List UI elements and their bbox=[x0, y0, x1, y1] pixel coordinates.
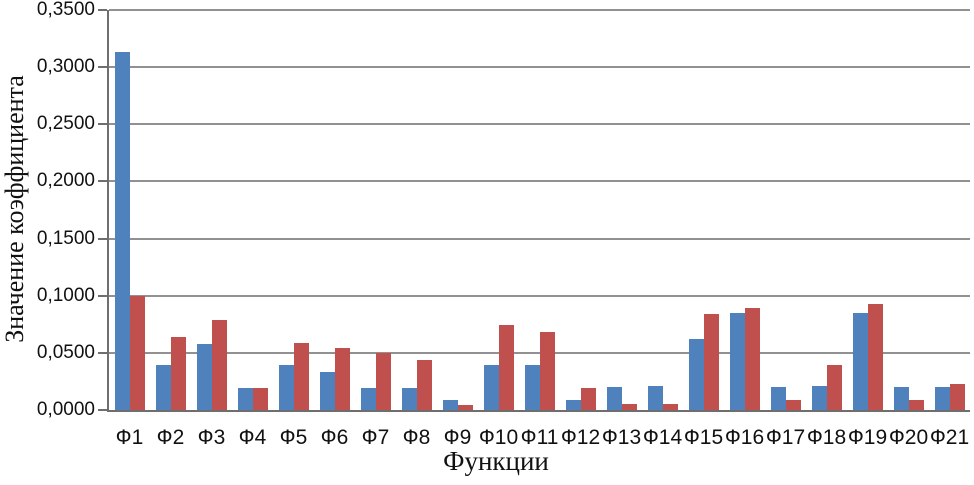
y-tick-label: 0,2500 bbox=[36, 113, 95, 135]
bar-Ф20-s1 bbox=[893, 387, 909, 410]
y-tick-label: 0,3000 bbox=[36, 56, 95, 78]
bar-Ф2-s2 bbox=[170, 336, 186, 410]
plot-area: 0,0000 0,0500 0,1000 0,1500 0,2000 0,2500 0,30… bbox=[37, 0, 970, 449]
bar-Ф8-s1 bbox=[401, 388, 417, 410]
bar-Ф9-s2 bbox=[457, 405, 473, 410]
bar-Ф7-s1 bbox=[360, 388, 376, 410]
bar-Ф19-s2 bbox=[867, 303, 883, 410]
bar-Ф14-s1 bbox=[647, 386, 663, 410]
bar-Ф6-s2 bbox=[334, 348, 350, 410]
bar-Ф13-s2 bbox=[621, 404, 637, 410]
y-tick-mark bbox=[98, 66, 107, 69]
x-tick-label: Ф3 bbox=[197, 426, 226, 449]
bar-Ф2-s1 bbox=[155, 365, 171, 410]
x-tick-label: Ф20 bbox=[888, 426, 929, 449]
x-tick-label: Ф19 bbox=[847, 426, 888, 449]
bar-Ф18-s1 bbox=[811, 386, 827, 410]
y-tick-mark bbox=[98, 294, 107, 297]
bar-Ф19-s1 bbox=[852, 312, 868, 410]
gridline bbox=[109, 237, 970, 240]
gridline bbox=[109, 66, 970, 69]
bar-Ф13-s1 bbox=[606, 387, 622, 410]
y-tick-label: 0,3500 bbox=[36, 0, 95, 20]
bar-Ф10-s2 bbox=[498, 325, 514, 410]
gridline bbox=[109, 9, 970, 11]
bar-Ф8-s2 bbox=[416, 359, 432, 410]
bar-Ф17-s1 bbox=[770, 387, 786, 410]
bar-Ф3-s1 bbox=[196, 343, 212, 410]
bar-Ф1-s2 bbox=[129, 295, 145, 410]
y-tick-mark bbox=[98, 9, 107, 11]
y-tick-mark bbox=[98, 123, 107, 126]
bar-Ф16-s2 bbox=[744, 308, 760, 410]
bar-Ф5-s1 bbox=[278, 365, 294, 410]
gridline bbox=[109, 180, 970, 183]
y-tick-mark bbox=[98, 180, 107, 183]
x-tick-label: Ф12 bbox=[560, 426, 601, 449]
x-tick-label: Ф14 bbox=[642, 426, 683, 449]
bar-Ф21-s1 bbox=[934, 387, 950, 410]
x-tick-label: Ф15 bbox=[683, 426, 724, 449]
bar-Ф3-s2 bbox=[211, 319, 227, 410]
x-tick-label: Ф1 bbox=[115, 426, 144, 449]
x-tick-label: Ф13 bbox=[601, 426, 642, 449]
y-tick-mark bbox=[98, 409, 107, 411]
bar-Ф18-s2 bbox=[826, 365, 842, 410]
y-tick-label: 0,2000 bbox=[36, 170, 95, 192]
y-tick-mark bbox=[98, 237, 107, 240]
y-tick-label: 0,1000 bbox=[36, 284, 95, 306]
x-tick-label: Ф9 bbox=[443, 426, 472, 449]
bar-Ф11-s1 bbox=[524, 365, 540, 410]
bar-Ф12-s1 bbox=[565, 399, 581, 410]
y-tick-label: 0,0000 bbox=[36, 399, 95, 420]
bar-Ф11-s2 bbox=[539, 332, 555, 410]
bar-Ф6-s1 bbox=[319, 372, 335, 410]
x-tick-label: Ф17 bbox=[765, 426, 806, 449]
bar-Ф16-s1 bbox=[729, 312, 745, 410]
bar-Ф4-s1 bbox=[237, 388, 253, 410]
bar-Ф5-s2 bbox=[293, 342, 309, 410]
x-axis-title: Функции bbox=[443, 446, 549, 476]
x-tick-label: Ф6 bbox=[320, 426, 349, 449]
x-tick-label: Ф7 bbox=[361, 426, 390, 449]
bar-Ф15-s1 bbox=[688, 339, 704, 410]
bar-Ф20-s2 bbox=[908, 399, 924, 410]
y-tick-label: 0,0500 bbox=[36, 341, 95, 363]
y-tick-mark bbox=[98, 351, 107, 354]
x-tick-label: Ф10 bbox=[478, 426, 519, 449]
x-tick-label: Ф18 bbox=[806, 426, 847, 449]
bar-Ф12-s2 bbox=[580, 388, 596, 410]
bar-Ф14-s2 bbox=[662, 404, 678, 410]
bar-Ф9-s1 bbox=[442, 399, 458, 410]
x-tick-label: Ф16 bbox=[724, 426, 765, 449]
bar-Ф17-s2 bbox=[785, 399, 801, 410]
bar-Ф1-s1 bbox=[114, 52, 130, 410]
bar-Ф15-s2 bbox=[703, 314, 719, 410]
bar-Ф4-s2 bbox=[252, 388, 268, 410]
x-tick-label: Ф8 bbox=[402, 426, 431, 449]
gridline bbox=[109, 123, 970, 126]
x-tick-label: Ф2 bbox=[156, 426, 185, 449]
gridline bbox=[109, 294, 970, 297]
x-tick-label: Ф5 bbox=[279, 426, 308, 449]
bar-Ф10-s1 bbox=[483, 365, 499, 410]
bar-Ф7-s2 bbox=[375, 352, 391, 410]
x-tick-label: Ф4 bbox=[238, 426, 267, 449]
y-tick-label: 0,1500 bbox=[36, 227, 95, 249]
x-tick-label: Ф11 bbox=[520, 426, 559, 449]
x-tick-label: Ф21 bbox=[929, 426, 970, 449]
bar-Ф21-s2 bbox=[949, 383, 965, 410]
